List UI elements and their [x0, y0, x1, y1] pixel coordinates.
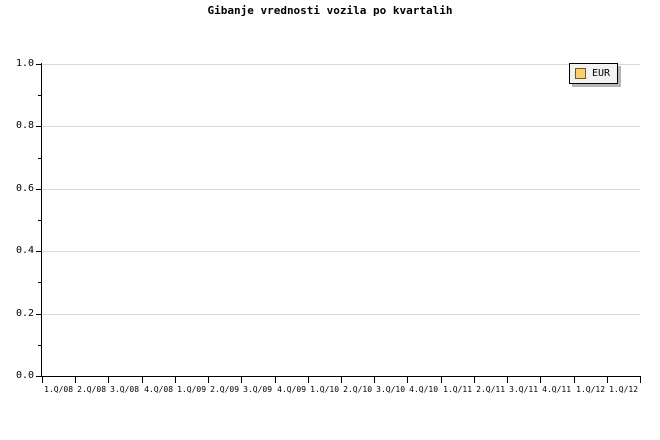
- x-axis-tick-label: 2.Q/08: [77, 385, 107, 394]
- y-axis-tick-label: 0.0: [15, 370, 34, 381]
- x-axis-tick-label: 3.Q/11: [509, 385, 539, 394]
- x-axis-tick: [208, 377, 209, 383]
- x-axis-tick: [441, 377, 442, 383]
- x-axis-line: [41, 376, 641, 377]
- gridline-horizontal: [42, 313, 640, 315]
- legend-swatch-eur: [575, 68, 586, 79]
- x-axis-tick-label: 4.Q/11: [542, 385, 572, 394]
- x-axis-tick: [507, 377, 508, 383]
- x-axis-tick-label: 1.Q/10: [310, 385, 340, 394]
- x-axis-tick: [108, 377, 109, 383]
- x-axis-tick-label: 2.Q/11: [476, 385, 506, 394]
- x-axis-tick-label: 3.Q/09: [243, 385, 273, 394]
- x-axis-tick: [142, 377, 143, 383]
- gridline-horizontal: [42, 64, 640, 65]
- y-axis-minor-tick: [38, 158, 42, 159]
- y-axis-tick: [36, 376, 42, 377]
- x-axis-tick: [474, 377, 475, 383]
- y-axis-tick: [36, 314, 42, 315]
- x-axis-tick: [574, 377, 575, 383]
- x-axis-tick-label: 1.Q/09: [177, 385, 207, 394]
- x-axis-tick: [374, 377, 375, 383]
- x-axis-tick: [540, 377, 541, 383]
- y-axis-minor-tick: [38, 95, 42, 96]
- y-axis-tick: [36, 126, 42, 127]
- chart-legend[interactable]: EUR: [569, 63, 619, 84]
- x-axis-tick-label: 1.Q/11: [443, 385, 473, 394]
- y-axis-minor-tick: [38, 345, 42, 346]
- x-axis-tick-label: 1.Q/12: [609, 385, 639, 394]
- gridline-horizontal: [42, 188, 640, 190]
- x-axis-tick: [75, 377, 76, 383]
- x-axis-tick: [308, 377, 309, 383]
- legend-label-eur: EUR: [592, 68, 611, 79]
- y-axis-tick: [36, 251, 42, 252]
- y-axis-minor-tick: [38, 220, 42, 221]
- y-axis-tick-label: 0.4: [15, 245, 34, 256]
- y-axis-tick-label: 0.8: [15, 120, 34, 131]
- x-axis-tick: [640, 377, 641, 383]
- chart-title: Gibanje vrednosti vozila po kvartalih: [207, 4, 453, 17]
- y-axis-tick: [36, 189, 42, 190]
- x-axis-tick-label: 2.Q/09: [210, 385, 240, 394]
- x-axis-tick-label: 4.Q/09: [277, 385, 307, 394]
- x-axis-tick: [241, 377, 242, 383]
- x-axis-tick: [341, 377, 342, 383]
- y-axis-tick-label: 1.0: [15, 58, 34, 69]
- x-axis-tick: [607, 377, 608, 383]
- x-axis-tick-label: 3.Q/08: [110, 385, 140, 394]
- y-axis-tick-label: 0.2: [15, 308, 34, 319]
- x-axis-tick-label: 4.Q/08: [144, 385, 174, 394]
- x-axis-tick: [42, 377, 43, 383]
- x-axis-tick-label: 3.Q/10: [376, 385, 406, 394]
- y-axis-minor-tick: [38, 282, 42, 283]
- gridline-horizontal: [42, 126, 640, 128]
- gridline-horizontal: [42, 251, 640, 253]
- x-axis-tick-label: 1.Q/08: [44, 385, 74, 394]
- x-axis-tick: [275, 377, 276, 383]
- x-axis-tick-label: 4.Q/10: [409, 385, 439, 394]
- x-axis-tick-label: 1.Q/12: [576, 385, 606, 394]
- x-axis-tick-label: 2.Q/10: [343, 385, 373, 394]
- x-axis-tick: [407, 377, 408, 383]
- plot-area: [42, 64, 640, 376]
- x-axis-tick: [175, 377, 176, 383]
- y-axis-tick-label: 0.6: [15, 183, 34, 194]
- y-axis-tick: [36, 64, 42, 65]
